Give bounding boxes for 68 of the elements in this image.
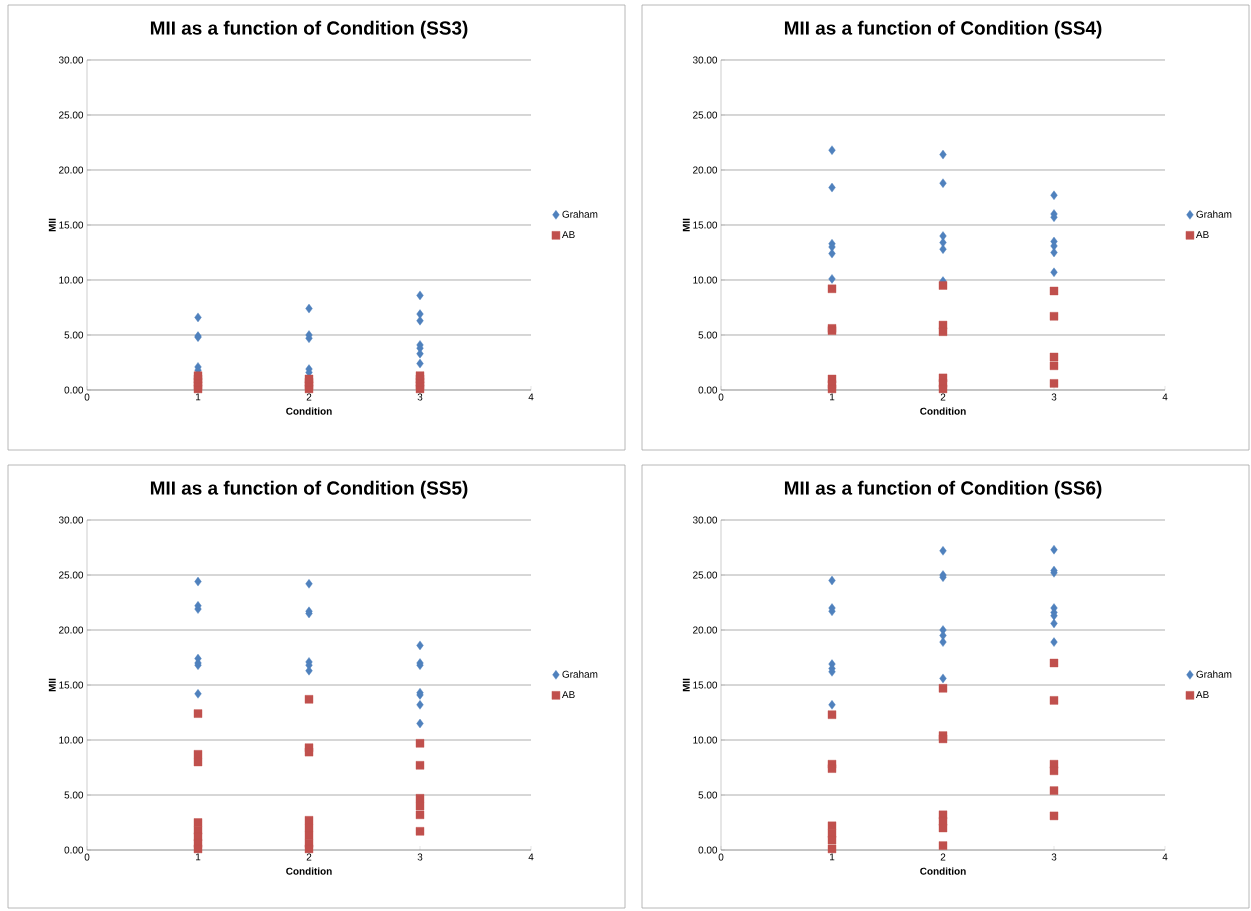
x-tick-label: 1 <box>830 853 835 861</box>
x-tick-label: 4 <box>528 853 534 861</box>
y-tick-label: 30.00 <box>58 516 84 524</box>
x-tick-label: 4 <box>1162 393 1168 401</box>
y-tick-label: 15.00 <box>693 221 718 229</box>
legend-label: AB <box>561 691 575 699</box>
y-tick-label: 0.00 <box>698 846 718 854</box>
x-tick-label: 3 <box>417 853 423 861</box>
y-tick-label: 30.00 <box>58 56 84 64</box>
y-tick-label: 25.00 <box>59 571 84 579</box>
y-tick-label: 20.00 <box>59 626 84 634</box>
y-tick-label: 30.00 <box>692 56 718 64</box>
x-tick-label: 2 <box>940 853 946 861</box>
x-tick-label: 3 <box>1051 853 1057 861</box>
chart-title: MII as a function of Condition (SS3) <box>150 20 468 39</box>
y-tick-label: 0.00 <box>698 386 718 394</box>
y-tick-label: 25.00 <box>693 571 718 579</box>
y-tick-label: 25.00 <box>59 111 84 119</box>
x-tick-label: 2 <box>306 393 312 401</box>
x-tick-label: 0 <box>84 393 90 401</box>
y-axis-title: MII <box>682 678 690 692</box>
y-tick-label: 5.00 <box>698 331 718 339</box>
legend-label: Graham <box>562 210 598 218</box>
legend-label: Graham <box>1196 670 1232 678</box>
x-tick-label: 1 <box>196 393 201 401</box>
y-tick-label: 0.00 <box>64 846 84 854</box>
y-axis-title: MII <box>48 678 56 692</box>
y-tick-label: 5.00 <box>64 331 84 339</box>
y-tick-label: 20.00 <box>59 166 84 174</box>
y-tick-label: 10.00 <box>693 736 718 744</box>
y-tick-label: 20.00 <box>693 166 718 174</box>
y-tick-label: 20.00 <box>693 626 718 634</box>
y-tick-label: 5.00 <box>64 791 84 799</box>
y-axis-title: MII <box>682 218 690 232</box>
y-tick-label: 10.00 <box>59 736 84 744</box>
legend-label: Graham <box>1196 210 1232 218</box>
y-tick-label: 10.00 <box>693 276 718 284</box>
x-axis-title: Condition <box>286 407 332 415</box>
x-tick-label: 1 <box>830 393 835 401</box>
y-tick-label: 10.00 <box>59 276 84 284</box>
legend-label: Graham <box>562 670 598 678</box>
y-tick-label: 25.00 <box>693 111 718 119</box>
x-tick-label: 3 <box>417 393 423 401</box>
chart-title: MII as a function of Condition (SS5) <box>150 480 468 499</box>
x-tick-label: 3 <box>1051 393 1057 401</box>
x-axis-title: Condition <box>920 407 966 415</box>
x-tick-label: 0 <box>718 853 724 861</box>
legend-label: AB <box>561 231 575 239</box>
y-tick-label: 15.00 <box>59 681 84 689</box>
x-tick-label: 4 <box>528 393 534 401</box>
x-tick-label: 0 <box>718 393 724 401</box>
legend-label: AB <box>1195 691 1209 699</box>
y-tick-label: 15.00 <box>59 221 84 229</box>
x-tick-label: 2 <box>306 853 312 861</box>
chart-title: MII as a function of Condition (SS6) <box>784 480 1102 499</box>
y-tick-label: 0.00 <box>64 386 84 394</box>
legend-label: AB <box>1195 231 1209 239</box>
x-axis-title: Condition <box>286 867 332 875</box>
y-tick-label: 30.00 <box>692 516 718 524</box>
chart-title: MII as a function of Condition (SS4) <box>784 20 1102 39</box>
y-tick-label: 5.00 <box>698 791 718 799</box>
y-tick-label: 15.00 <box>693 681 718 689</box>
x-tick-label: 4 <box>1162 853 1168 861</box>
x-tick-label: 1 <box>196 853 201 861</box>
x-tick-label: 2 <box>940 393 946 401</box>
x-axis-title: Condition <box>920 867 966 875</box>
x-tick-label: 0 <box>84 853 90 861</box>
y-axis-title: MII <box>48 218 56 232</box>
